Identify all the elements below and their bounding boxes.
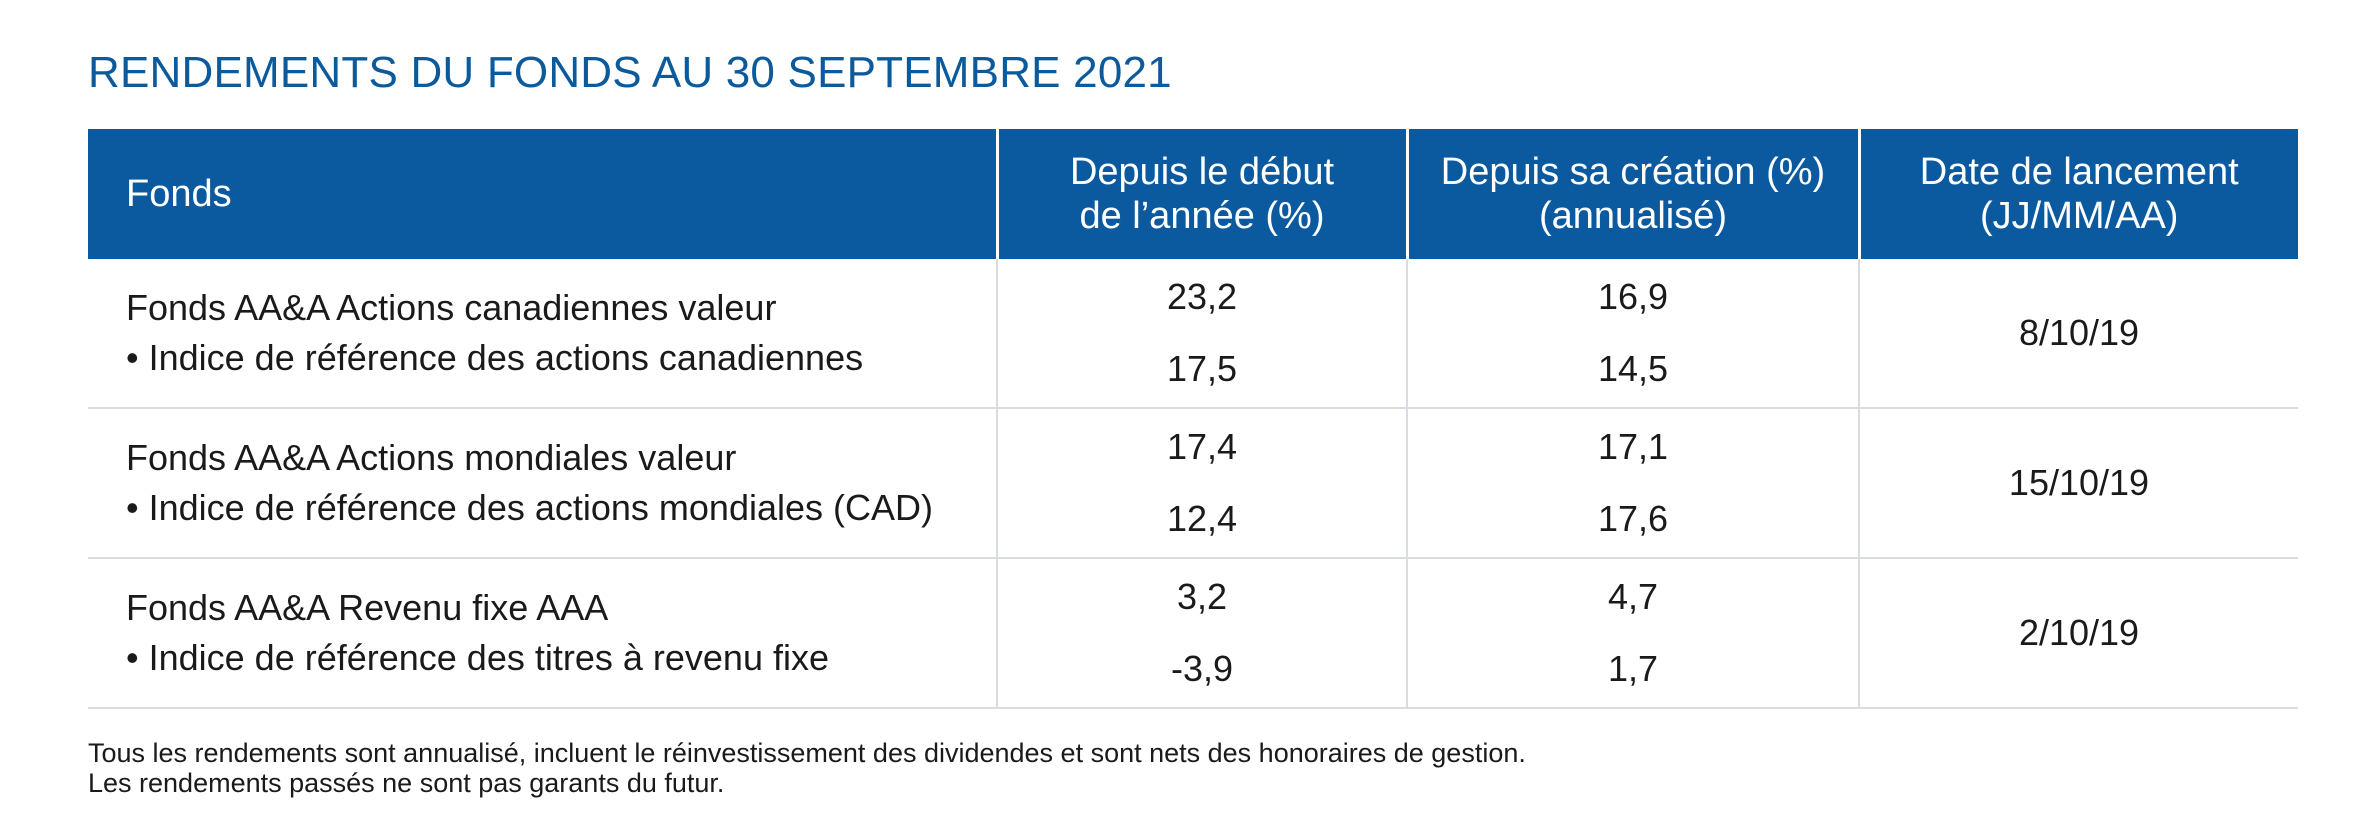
launch-date-cell: 8/10/19 (1858, 259, 2298, 408)
ytd-cell: 3,2 -3,9 (996, 557, 1407, 709)
ytd-benchmark-value: 17,5 (1166, 348, 1238, 389)
fund-name: Fonds AA&A Actions mondiales valeur (126, 437, 737, 478)
ytd-benchmark-value: -3,9 (1170, 648, 1234, 689)
header-inception-line-1: Depuis sa création (%) (1440, 151, 1826, 193)
header-ytd-line-2: de l’année (%) (1079, 195, 1325, 237)
fund-cell: Fonds AA&A Actions canadiennes valeur • I… (88, 259, 997, 408)
inception-fund-value: 16,9 (1597, 276, 1669, 317)
footnote: Tous les rendements sont annualisé, incl… (88, 738, 1526, 798)
header-fund: Fonds (88, 129, 997, 259)
inception-cell: 4,7 1,7 (1406, 557, 1859, 709)
fund-name: Fonds AA&A Revenu fixe AAA (126, 587, 609, 628)
bullet-glyph: • (126, 487, 139, 528)
benchmark-name: Indice de référence des actions canadien… (148, 337, 864, 378)
ytd-fund-value: 3,2 (1176, 576, 1228, 617)
header-ytd: Depuis le début de l’année (%) (995, 129, 1407, 259)
header-launch-line-1: Date de lancement (1919, 151, 2239, 193)
bullet-glyph: • (126, 637, 139, 678)
benchmark-line: • Indice de référence des titres à revenu… (126, 633, 996, 683)
ytd-benchmark-value: 12,4 (1166, 498, 1238, 539)
ytd-fund-value: 23,2 (1166, 276, 1238, 317)
ytd-cell: 17,4 12,4 (996, 407, 1407, 558)
table-row: Fonds AA&A Revenu fixe AAA • Indice de ré… (88, 557, 2298, 709)
benchmark-name: Indice de référence des titres à revenu … (148, 637, 829, 678)
fund-performance-table: Fonds Depuis le début de l’année (%) Dep… (88, 129, 2298, 709)
launch-date-cell: 15/10/19 (1858, 407, 2298, 558)
fund-cell: Fonds AA&A Actions mondiales valeur • Ind… (88, 407, 997, 558)
inception-benchmark-value: 1,7 (1607, 648, 1659, 689)
launch-date-cell: 2/10/19 (1858, 557, 2298, 709)
header-inception: Depuis sa création (%) (annualisé) (1405, 129, 1859, 259)
header-inception-line-2: (annualisé) (1539, 195, 1727, 237)
fund-name: Fonds AA&A Actions canadiennes valeur (126, 287, 777, 328)
inception-cell: 16,9 14,5 (1406, 259, 1859, 408)
benchmark-name: Indice de référence des actions mondiale… (148, 487, 933, 528)
ytd-cell: 23,2 17,5 (996, 259, 1407, 408)
footnote-line-2: Les rendements passés ne sont pas garant… (88, 768, 725, 798)
header-launch-date: Date de lancement (JJ/MM/AA) (1857, 129, 2298, 259)
page-title: RENDEMENTS DU FONDS AU 30 SEPTEMBRE 2021 (88, 48, 1172, 97)
table-row: Fonds AA&A Actions mondiales valeur • Ind… (88, 407, 2298, 558)
table-header-row: Fonds Depuis le début de l’année (%) Dep… (88, 129, 2298, 259)
header-launch-line-2: (JJ/MM/AA) (1980, 195, 2179, 237)
inception-fund-value: 17,1 (1597, 426, 1669, 467)
footnote-line-1: Tous les rendements sont annualisé, incl… (88, 738, 1526, 768)
inception-benchmark-value: 14,5 (1597, 348, 1669, 389)
header-ytd-line-1: Depuis le début (1069, 151, 1335, 193)
table-row: Fonds AA&A Actions canadiennes valeur • I… (88, 259, 2298, 408)
inception-cell: 17,1 17,6 (1406, 407, 1859, 558)
inception-fund-value: 4,7 (1607, 576, 1659, 617)
benchmark-line: • Indice de référence des actions canadie… (126, 333, 996, 383)
inception-benchmark-value: 17,6 (1597, 498, 1669, 539)
ytd-fund-value: 17,4 (1166, 426, 1238, 467)
bullet-glyph: • (126, 337, 139, 378)
fund-cell: Fonds AA&A Revenu fixe AAA • Indice de ré… (88, 557, 997, 709)
benchmark-line: • Indice de référence des actions mondial… (126, 483, 996, 533)
